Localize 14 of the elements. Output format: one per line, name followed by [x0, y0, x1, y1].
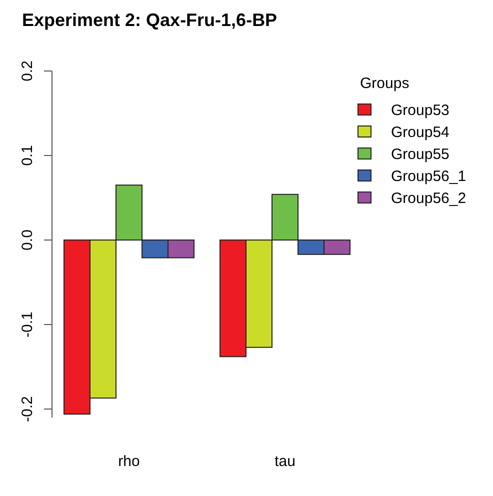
x-tick-label: tau	[274, 453, 296, 470]
y-tick-label: -0.1	[19, 312, 36, 338]
x-tick-label: rho	[118, 453, 140, 470]
y-tick-label: 0.0	[19, 230, 36, 250]
legend-label: Group54	[391, 124, 450, 141]
y-tick-label: 0.2	[19, 60, 36, 82]
chart-title: Experiment 2: Qax-Fru-1,6-BP	[22, 10, 278, 30]
legend-label: Group53	[391, 102, 450, 119]
y-tick-label: -0.2	[19, 396, 36, 422]
legend-title: Groups	[360, 75, 410, 92]
legend-label: Group56_2	[391, 190, 466, 207]
y-tick-label: 0.1	[19, 145, 36, 166]
legend-label: Group55	[391, 146, 450, 163]
legend-label: Group56_1	[391, 168, 466, 185]
